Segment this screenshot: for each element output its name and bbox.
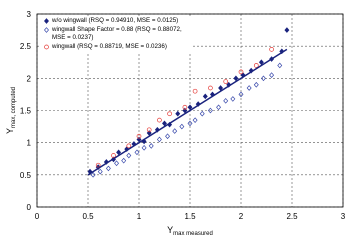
point	[284, 27, 290, 33]
point	[44, 44, 49, 50]
point	[167, 111, 172, 117]
legend-label: wingwall (RSQ = 0.88719, MSE = 0.0236)	[52, 43, 167, 51]
point	[134, 149, 140, 156]
point	[218, 85, 224, 91]
legend-marker	[44, 18, 49, 24]
y-tick-label: 1	[27, 139, 32, 148]
point	[223, 98, 229, 104]
legend: w/o wingwall (RSQ = 0.94910, MSE = 0.012…	[41, 16, 193, 54]
point	[233, 75, 239, 82]
y-tick-label: 1.5	[20, 107, 32, 116]
y-tick-label: 0.5	[20, 171, 32, 180]
point	[216, 104, 222, 111]
point	[95, 162, 101, 168]
x-axis-label-main: Y	[167, 225, 173, 235]
y-tick-label: 0	[27, 203, 32, 212]
point	[207, 107, 213, 114]
point	[187, 120, 193, 127]
y-tick-label: 2	[27, 74, 32, 83]
point	[269, 72, 275, 78]
x-tick-label: 2.5	[286, 212, 298, 221]
y-axis-label: Ymax, computed	[5, 87, 17, 134]
point	[246, 85, 252, 91]
point	[230, 96, 236, 102]
y-axis-label-sub: max, computed	[11, 87, 17, 128]
legend-label: wingwall Shape Factor = 0.88 (RSQ = 0.88…	[52, 26, 182, 41]
point	[121, 157, 127, 164]
point	[44, 27, 49, 34]
y-tick-label: 3	[27, 10, 32, 19]
point	[226, 81, 232, 88]
point	[182, 104, 188, 110]
point	[136, 133, 142, 139]
point	[116, 149, 122, 156]
point	[126, 152, 132, 159]
point	[277, 62, 283, 69]
x-tick-label: 3	[341, 212, 346, 221]
point	[114, 160, 120, 167]
point	[208, 85, 213, 91]
x-tick-label: 0.5	[82, 212, 94, 221]
point	[269, 47, 274, 52]
fit-line	[87, 48, 288, 176]
legend-marker	[44, 44, 49, 50]
point	[172, 128, 178, 134]
x-tick-label: 1	[137, 212, 142, 221]
point	[156, 136, 162, 143]
plot-border	[36, 13, 344, 208]
y-axis-label-main: Y	[5, 128, 15, 134]
x-tick-label: 0	[35, 212, 40, 221]
point	[146, 127, 152, 133]
point	[223, 79, 229, 84]
point	[195, 101, 201, 107]
point	[148, 143, 154, 149]
point	[103, 159, 109, 165]
point	[258, 59, 264, 66]
x-tick-label: 1.5	[184, 212, 196, 221]
legend-label: w/o wingwall (RSQ = 0.94910, MSE = 0.012…	[52, 17, 179, 24]
point	[253, 63, 259, 68]
x-tick-label: 2	[239, 212, 244, 221]
y-tick-label: 2.5	[20, 42, 32, 51]
point	[260, 75, 266, 82]
point	[175, 110, 181, 117]
x-axis-label-sub: max measured	[173, 231, 213, 237]
point	[192, 88, 198, 94]
point	[238, 69, 244, 75]
point	[111, 153, 116, 158]
point	[105, 165, 111, 172]
point	[97, 168, 103, 175]
point	[179, 123, 185, 130]
point	[238, 91, 244, 98]
point	[90, 171, 96, 178]
point	[165, 133, 171, 140]
point	[192, 117, 198, 123]
point	[202, 93, 208, 100]
legend-entry: w/o wingwall (RSQ = 0.94910, MSE = 0.012…	[43, 17, 191, 24]
point	[141, 144, 147, 151]
point	[253, 81, 259, 88]
point	[157, 117, 162, 123]
x-axis-label: Ymax measured	[167, 225, 213, 237]
point	[162, 120, 167, 127]
legend-entry: wingwall Shape Factor = 0.88 (RSQ = 0.88…	[43, 26, 191, 41]
point	[187, 104, 193, 111]
point	[44, 18, 49, 24]
legend-marker	[44, 27, 49, 34]
point	[199, 110, 205, 117]
legend-entry: wingwall (RSQ = 0.88719, MSE = 0.0236)	[43, 43, 191, 50]
point	[126, 143, 132, 149]
